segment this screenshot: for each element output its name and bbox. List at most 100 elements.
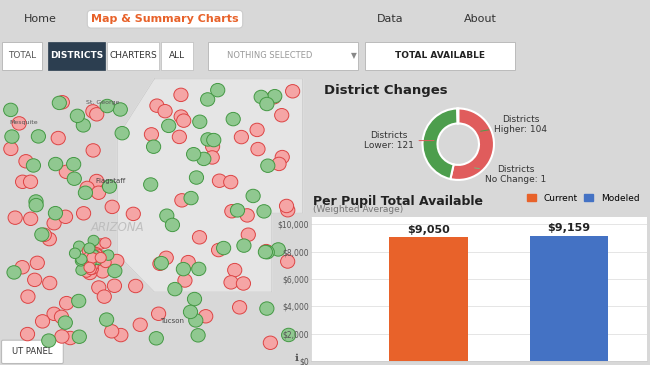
Circle shape [90,248,101,258]
Circle shape [153,257,167,270]
Circle shape [87,264,98,274]
Circle shape [72,330,86,343]
Circle shape [154,256,168,270]
Circle shape [176,262,190,276]
Circle shape [49,157,63,171]
Circle shape [21,290,35,303]
Circle shape [133,318,148,331]
Circle shape [129,279,143,293]
Circle shape [251,142,265,156]
Circle shape [19,154,33,168]
Circle shape [83,246,94,256]
Text: Tucson: Tucson [161,318,185,324]
Text: Data: Data [377,14,403,24]
Circle shape [263,336,278,350]
Circle shape [42,233,57,246]
Circle shape [230,204,244,217]
Bar [530,235,608,361]
Bar [389,237,468,361]
Circle shape [23,212,38,226]
Circle shape [226,112,240,126]
Circle shape [36,315,49,328]
Text: Home: Home [23,14,57,24]
Circle shape [174,110,188,123]
Circle shape [250,123,264,137]
Circle shape [260,97,274,111]
Circle shape [274,108,289,122]
Circle shape [43,276,57,290]
FancyBboxPatch shape [2,42,42,70]
Circle shape [12,117,26,130]
Circle shape [151,307,166,320]
Circle shape [67,172,81,185]
Circle shape [211,243,226,257]
Text: ℹ: ℹ [294,353,298,363]
Circle shape [47,307,61,320]
Circle shape [60,296,73,310]
Circle shape [189,171,203,184]
Circle shape [48,207,62,220]
Legend: Current, Modeled: Current, Modeled [523,190,643,206]
Wedge shape [450,108,494,180]
FancyBboxPatch shape [1,340,63,364]
Circle shape [89,250,100,260]
Circle shape [88,235,99,246]
Circle shape [37,228,51,242]
Circle shape [211,84,225,97]
Circle shape [257,205,271,218]
Circle shape [97,290,111,303]
Circle shape [4,103,18,116]
Circle shape [52,96,66,109]
Circle shape [191,328,205,342]
Text: ALL: ALL [169,51,185,60]
Circle shape [78,186,92,199]
Circle shape [115,126,129,140]
Circle shape [162,119,176,132]
Circle shape [175,193,189,207]
Text: Districts
Higher: 104: Districts Higher: 104 [480,115,547,134]
Circle shape [237,277,250,290]
Circle shape [108,264,122,278]
Circle shape [83,244,95,254]
Circle shape [234,130,248,144]
Circle shape [205,151,219,164]
Circle shape [110,254,124,268]
Text: TOTAL: TOTAL [8,51,36,60]
Circle shape [240,209,254,222]
Circle shape [5,130,19,143]
Circle shape [20,327,34,341]
Circle shape [237,239,251,252]
Circle shape [107,279,122,292]
Circle shape [275,150,289,164]
Text: UT PANEL: UT PANEL [12,347,53,356]
Circle shape [225,204,239,218]
Circle shape [96,265,110,278]
Text: About: About [463,14,497,24]
Circle shape [76,254,87,265]
Circle shape [103,180,116,193]
Circle shape [216,241,231,255]
Circle shape [76,265,87,275]
Circle shape [201,93,214,106]
Wedge shape [422,108,458,179]
Circle shape [183,305,198,319]
Circle shape [187,147,201,161]
Circle shape [80,181,94,195]
Circle shape [27,273,42,287]
Circle shape [144,128,159,141]
Circle shape [205,140,220,153]
Circle shape [42,334,56,347]
Circle shape [158,104,172,118]
Circle shape [86,144,100,157]
Circle shape [105,200,120,214]
Circle shape [87,257,98,267]
Circle shape [84,262,95,273]
Text: TOTAL AVAILABLE: TOTAL AVAILABLE [395,51,485,60]
Circle shape [99,313,114,326]
Circle shape [259,245,273,258]
Text: Flagstaff: Flagstaff [96,178,126,184]
Circle shape [47,216,61,230]
Text: Districts
Lower: 121: Districts Lower: 121 [363,131,434,150]
Circle shape [150,99,164,112]
Circle shape [285,85,300,98]
